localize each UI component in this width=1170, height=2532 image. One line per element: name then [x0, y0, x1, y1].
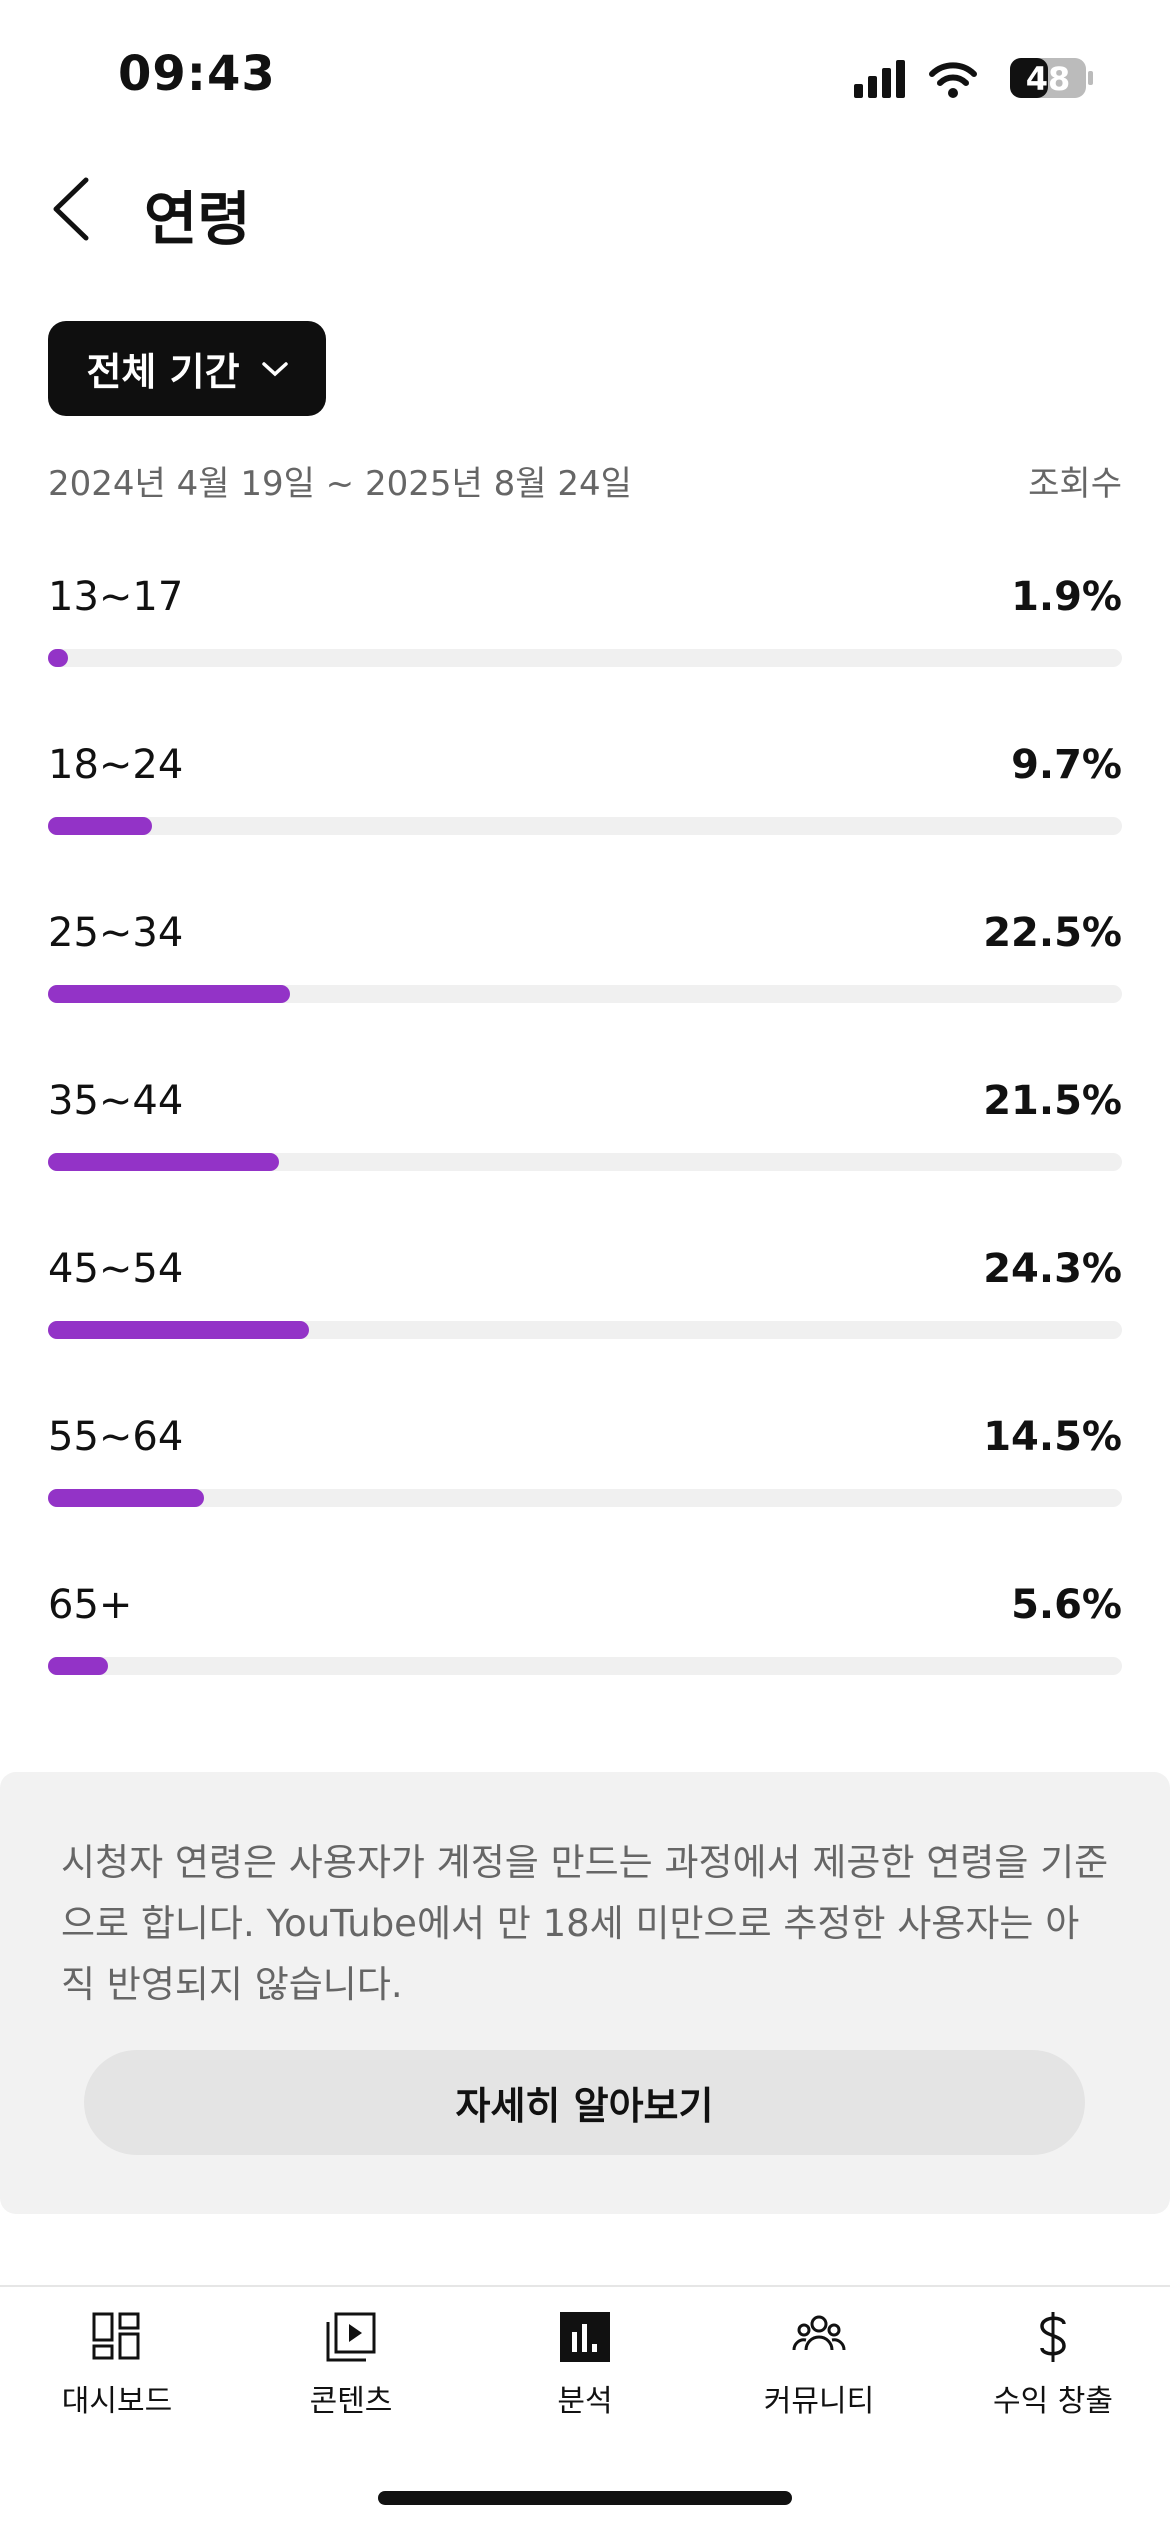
value-label: 21.5% — [983, 1078, 1122, 1124]
value-label: 9.7% — [1011, 742, 1122, 788]
bar-track — [48, 1489, 1122, 1507]
chevron — [261, 361, 288, 376]
nav-item[interactable]: 커뮤니티 — [702, 2300, 936, 2430]
nav-icon — [92, 2312, 140, 2360]
filter-label: 전체 기간 — [86, 350, 240, 394]
status-time: 09:43 — [118, 46, 276, 102]
bar — [48, 1153, 279, 1171]
home-indicator — [378, 2491, 792, 2505]
nav-label: 대시보드 — [61, 2384, 173, 2419]
nav-separator — [0, 2285, 1170, 2287]
nav-item[interactable]: 콘텐츠 — [234, 2300, 468, 2430]
learn-more-button[interactable]: 자세히 알아보기 — [84, 2050, 1085, 2155]
nav-label: 콘텐츠 — [309, 2384, 393, 2419]
age-label: 25~34 — [48, 910, 184, 956]
age-label: 18~24 — [48, 742, 184, 788]
bar — [48, 1489, 204, 1507]
bar-track — [48, 1657, 1122, 1675]
battery-level: 48 — [1026, 60, 1071, 98]
age-label: 35~44 — [48, 1078, 184, 1124]
nav-item[interactable]: 대시보드 — [0, 2300, 234, 2430]
nav-icon — [792, 2315, 846, 2351]
info-text: 시청자 연령은 사용자가 계정을 만드는 과정에서 제공한 연령을 기준으로 합… — [61, 1841, 1109, 2006]
nav-label: 커뮤니티 — [763, 2384, 875, 2419]
age-label: 65+ — [48, 1582, 133, 1628]
date-range: 2024년 4월 19일 ~ 2025년 8월 24일 — [48, 464, 632, 504]
info-box: 시청자 연령은 사용자가 계정을 만드는 과정에서 제공한 연령을 기준으로 합… — [0, 1772, 1170, 2214]
age-label: 45~54 — [48, 1246, 184, 1292]
period-filter[interactable]: 전체 기간 — [48, 321, 326, 416]
bar — [48, 985, 290, 1003]
nav-item[interactable]: 분석 — [468, 2300, 702, 2430]
nav-label: 수익 창출 — [993, 2384, 1113, 2419]
page-title: 연령 — [144, 185, 251, 253]
back-button[interactable] — [48, 176, 92, 242]
bar — [48, 649, 69, 667]
bar-track — [48, 817, 1122, 835]
nav-label: 분석 — [557, 2384, 613, 2419]
bar-track — [48, 1321, 1122, 1339]
age-label: 55~64 — [48, 1414, 184, 1460]
value-label: 24.3% — [983, 1246, 1122, 1292]
nav-icon — [326, 2312, 376, 2362]
bar-track — [48, 649, 1122, 667]
value-label: 22.5% — [983, 910, 1122, 956]
nav-icon — [1040, 2312, 1066, 2362]
value-label: 1.9% — [1011, 574, 1122, 620]
bar — [48, 1321, 309, 1339]
status-icons: 48 — [854, 58, 1093, 98]
nav-item[interactable]: 수익 창출 — [936, 2300, 1170, 2430]
bar-track — [48, 1153, 1122, 1171]
bar — [48, 1657, 109, 1675]
bar-track — [48, 985, 1122, 1003]
nav-icon — [560, 2312, 610, 2362]
bar — [48, 817, 153, 835]
metric-label: 조회수 — [1028, 464, 1122, 504]
value-label: 5.6% — [1011, 1582, 1122, 1628]
value-label: 14.5% — [983, 1414, 1122, 1460]
age-label: 13~17 — [48, 574, 184, 620]
